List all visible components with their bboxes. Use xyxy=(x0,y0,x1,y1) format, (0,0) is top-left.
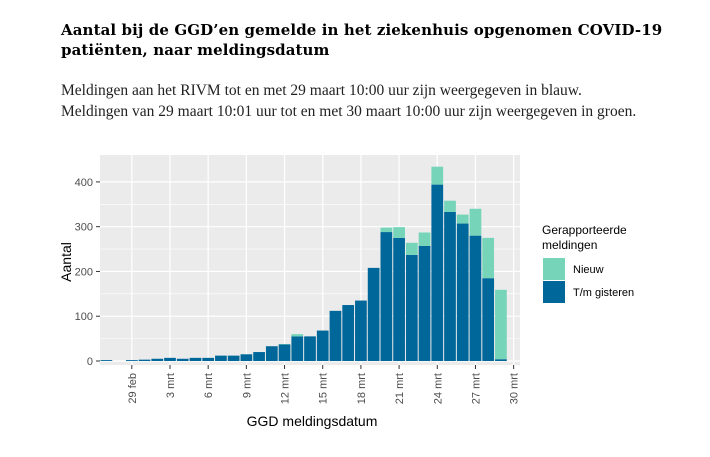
bar-tm-gisteren-23-mrt xyxy=(418,245,431,361)
x-tick-label: 3 mrt xyxy=(165,373,177,398)
bar-tm-gisteren-29-mrt xyxy=(495,359,507,361)
y-tick-label: 0 xyxy=(87,356,93,368)
bar-nieuw-20-mrt xyxy=(380,227,393,233)
x-axis-ticks: 29 feb 3 mrt 6 mrt 9 mrt 12 mrt 15 mrt 18 mrt 2… xyxy=(127,365,521,404)
bar-tm-gisteren-5-mrt xyxy=(189,357,202,361)
bar-nieuw-26-mrt xyxy=(456,214,469,224)
subtitle-line-1: Meldingen aan het RIVM tot en met 29 maa… xyxy=(61,82,582,99)
bar-tm-gisteren-16-mrt xyxy=(329,310,342,361)
y-tick-label: 100 xyxy=(75,311,93,323)
legend-title-line-1: Gerapporteerde xyxy=(542,223,627,237)
x-tick-label: 21 mrt xyxy=(394,373,406,404)
legend-swatch-nieuw xyxy=(543,258,565,280)
subtitle-line-2: Meldingen van 29 maart 10:01 uur tot en … xyxy=(61,103,637,120)
page-title: Aantal bij de GGD’en gemelde in het ziek… xyxy=(61,21,663,59)
bar-tm-gisteren-7-mrt xyxy=(215,355,227,361)
x-tick-label: 30 mrt xyxy=(509,373,521,404)
y-axis-ticks: 0 100 200 300 400 xyxy=(75,177,100,368)
legend: Gerapporteerde meldingen Nieuw T/m giste… xyxy=(542,223,634,303)
bar-tm-gisteren-2-mrt xyxy=(151,358,164,361)
x-tick-label: 12 mrt xyxy=(280,373,292,404)
bar-tm-gisteren-6-mrt xyxy=(202,357,215,361)
chart-subtitle: Meldingen aan het RIVM tot en met 29 maa… xyxy=(61,80,671,122)
bar-nieuw-27-mrt xyxy=(469,208,482,236)
bar-tm-gisteren-17-mrt xyxy=(342,305,355,361)
bar-nieuw-21-mrt xyxy=(393,227,405,238)
legend-label-nieuw: Nieuw xyxy=(573,264,604,276)
bar-nieuw-13-mrt xyxy=(291,334,304,337)
bar-tm-gisteren-27-feb xyxy=(100,360,113,361)
bar-tm-gisteren-20-mrt xyxy=(380,232,393,361)
x-tick-label: 15 mrt xyxy=(318,373,330,404)
bar-tm-gisteren-19-mrt xyxy=(367,267,380,361)
x-tick-label: 29 feb xyxy=(127,373,139,404)
bar-tm-gisteren-13-mrt xyxy=(291,336,304,361)
bar-tm-gisteren-24-mrt xyxy=(431,184,444,361)
bar-tm-gisteren-26-mrt xyxy=(456,223,469,361)
bar-tm-gisteren-12-mrt xyxy=(278,344,291,361)
bar-tm-gisteren-8-mrt xyxy=(227,355,240,361)
bar-tm-gisteren-4-mrt xyxy=(176,358,189,361)
bar-tm-gisteren-21-mrt xyxy=(393,237,405,361)
x-tick-label: 27 mrt xyxy=(470,373,482,404)
legend-swatch-tm-gisteren xyxy=(543,281,565,303)
bar-tm-gisteren-11-mrt xyxy=(265,346,278,361)
y-tick-label: 400 xyxy=(75,177,93,189)
bars-group xyxy=(100,166,507,361)
x-axis-title: GGD meldingsdatum xyxy=(247,413,378,429)
bar-nieuw-29-mrt xyxy=(495,289,507,360)
x-tick-label: 6 mrt xyxy=(203,373,215,398)
legend-title-line-2: meldingen xyxy=(542,238,597,252)
x-tick-label: 18 mrt xyxy=(356,373,368,404)
bar-nieuw-25-mrt xyxy=(444,200,456,212)
y-axis-title: Aantal xyxy=(58,242,74,282)
y-tick-label: 300 xyxy=(75,222,93,234)
bar-nieuw-24-mrt xyxy=(431,166,444,185)
bar-tm-gisteren-3-mrt xyxy=(164,357,176,361)
bar-tm-gisteren-1-mrt xyxy=(138,359,151,361)
bar-tm-gisteren-9-mrt xyxy=(240,354,253,361)
x-tick-label: 24 mrt xyxy=(432,373,444,404)
bar-nieuw-22-mrt xyxy=(405,242,418,255)
bar-tm-gisteren-22-mrt xyxy=(405,254,418,361)
bar-tm-gisteren-18-mrt xyxy=(355,300,367,361)
bar-tm-gisteren-29-feb xyxy=(125,360,138,361)
bar-tm-gisteren-27-mrt xyxy=(469,235,482,361)
legend-label-tm-gisteren: T/m gisteren xyxy=(573,287,634,299)
bar-tm-gisteren-10-mrt xyxy=(253,352,265,361)
bar-tm-gisteren-14-mrt xyxy=(304,336,316,361)
bar-tm-gisteren-28-mrt xyxy=(482,278,495,361)
bar-tm-gisteren-15-mrt xyxy=(316,330,329,361)
x-tick-label: 9 mrt xyxy=(241,373,253,398)
y-tick-label: 200 xyxy=(75,266,93,278)
bar-tm-gisteren-25-mrt xyxy=(444,211,456,361)
bar-nieuw-23-mrt xyxy=(418,232,431,246)
bar-nieuw-28-mrt xyxy=(482,237,495,279)
